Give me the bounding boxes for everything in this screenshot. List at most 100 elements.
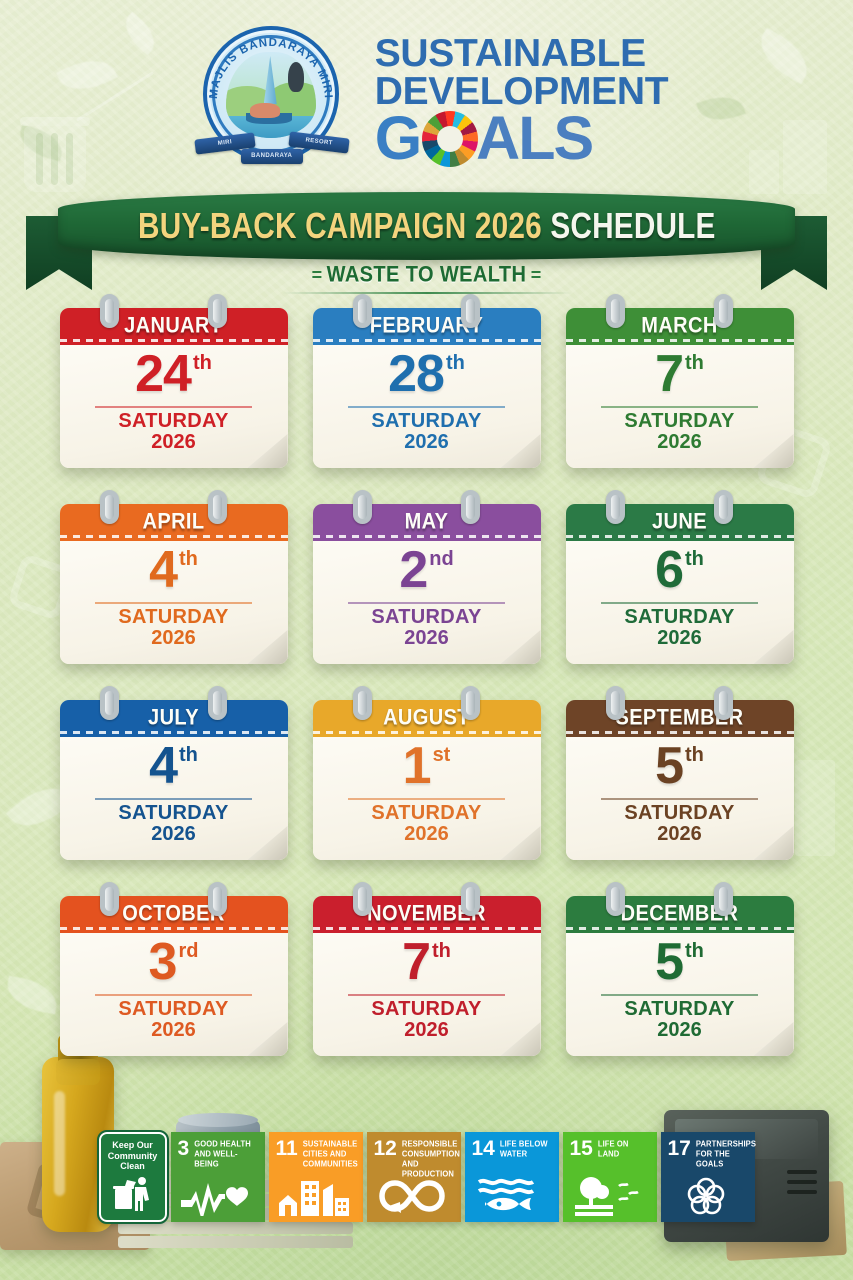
calendar-face: 5 th SATURDAY 2026	[565, 737, 794, 860]
calendar-ring-icon	[99, 294, 119, 328]
calendar-month-label: AUGUST	[383, 705, 470, 731]
calendar-ring-icon	[605, 882, 625, 916]
calendar-day-number: 3	[148, 933, 178, 991]
calendar-card-july[interactable]: JULY 4 th SATURDAY 2026	[59, 686, 288, 860]
calendar-month-label: APRIL	[142, 509, 205, 535]
calendar-month-header: JANUARY	[59, 308, 288, 345]
calendar-card-april[interactable]: APRIL 4 th SATURDAY 2026	[59, 490, 288, 664]
calendar-weekday: SATURDAY	[624, 410, 735, 432]
sdg-logo-line2: DEVELOPMENT	[374, 69, 669, 113]
fish-waves-icon	[473, 1176, 551, 1216]
calendar-divider	[601, 798, 758, 800]
calendar-face: 1 st SATURDAY 2026	[312, 737, 541, 860]
municipal-seal-logo: MAJLIS BANDARAYA MIRI MIRI BANDARAYA RES…	[185, 22, 357, 180]
calendar-weekday: SATURDAY	[118, 802, 229, 824]
infinity-icon	[375, 1176, 453, 1216]
calendar-ring-icon	[713, 882, 733, 916]
calendar-day-number: 7	[655, 345, 684, 403]
calendar-month-label: OCTOBER	[122, 901, 225, 927]
calendar-day-ordinal: th	[179, 744, 198, 766]
calendar-perforation	[59, 535, 288, 538]
calendar-weekday: SATURDAY	[371, 998, 482, 1020]
sdg-tile-11: 11 SUSTAINABLE CITIES AND COMMUNITIES	[268, 1132, 363, 1222]
sdg-number: 17	[667, 1137, 691, 1160]
calendar-month-header: MAY	[312, 504, 541, 541]
calendar-month-header: NOVEMBER	[312, 896, 541, 933]
calendar-month-label: MAY	[404, 509, 449, 535]
seal-arc-text: MAJLIS BANDARAYA MIRI	[208, 37, 333, 100]
calendar-perforation	[312, 535, 541, 538]
campaign-subtitle: = WASTE TO WEALTH =	[0, 263, 853, 294]
calendar-body: AUGUST 1 st SATURDAY 2026	[312, 700, 541, 860]
calendar-divider	[95, 994, 252, 996]
calendar-perforation	[312, 927, 541, 930]
sdg-number: 14	[471, 1137, 495, 1160]
calendar-ring-icon	[713, 490, 733, 524]
calendar-day-row: 28 th	[335, 348, 519, 405]
calendar-day-ordinal: nd	[429, 548, 454, 570]
calendar-card-august[interactable]: AUGUST 1 st SATURDAY 2026	[312, 686, 541, 860]
calendar-face: 28 th SATURDAY 2026	[312, 345, 541, 468]
calendar-perforation	[59, 927, 288, 930]
calendar-body: DECEMBER 5 th SATURDAY 2026	[565, 896, 794, 1056]
calendar-card-december[interactable]: DECEMBER 5 th SATURDAY 2026	[565, 882, 794, 1056]
background-building	[795, 760, 835, 856]
calendar-ring-icon	[713, 686, 733, 720]
calendar-year: 2026	[404, 431, 449, 454]
calendar-ring-icon	[99, 882, 119, 916]
calendar-divider	[95, 406, 252, 408]
calendar-card-january[interactable]: JANUARY 24 th SATURDAY 2026	[59, 294, 288, 468]
calendar-day-number: 1	[402, 737, 432, 795]
calendar-ring-icon	[99, 490, 119, 524]
calendar-ring-icon	[605, 686, 625, 720]
calendar-weekday: SATURDAY	[624, 802, 735, 824]
calendar-day-number: 24	[135, 345, 192, 403]
calendar-ring-icon	[460, 686, 480, 720]
sdg-color-wheel-icon	[422, 110, 479, 167]
calendar-divider	[601, 994, 758, 996]
poster-header: MAJLIS BANDARAYA MIRI MIRI BANDARAYA RES…	[0, 0, 853, 180]
calendar-ring-icon	[352, 686, 372, 720]
calendar-day-number: 4	[149, 737, 178, 795]
calendar-day-ordinal: th	[685, 548, 704, 570]
calendar-card-october[interactable]: OCTOBER 3 rd SATURDAY 2026	[59, 882, 288, 1056]
campaign-title-gold: BUY-BACK CAMPAIGN 2026	[137, 204, 542, 247]
calendar-card-november[interactable]: NOVEMBER 7 th SATURDAY 2026	[312, 882, 541, 1056]
calendar-month-header: OCTOBER	[59, 896, 288, 933]
calendar-card-february[interactable]: FEBRUARY 28 th SATURDAY 2026	[312, 294, 541, 468]
calendar-day-row: 3 rd	[82, 933, 266, 993]
calendar-ring-icon	[207, 686, 227, 720]
calendar-perforation	[312, 731, 541, 734]
calendar-card-june[interactable]: JUNE 6 th SATURDAY 2026	[565, 490, 794, 664]
calendar-card-march[interactable]: MARCH 7 th SATURDAY 2026	[565, 294, 794, 468]
calendar-face: 6 th SATURDAY 2026	[565, 541, 794, 664]
calendar-card-may[interactable]: MAY 2 nd SATURDAY 2026	[312, 490, 541, 664]
calendar-perforation	[565, 535, 794, 538]
calendar-year: 2026	[151, 1019, 196, 1042]
calendar-ring-icon	[713, 294, 733, 328]
heartbeat-icon	[179, 1176, 257, 1221]
calendar-ring-icon	[207, 882, 227, 916]
keep-clean-line2: Community	[107, 1150, 158, 1161]
calendar-face: 5 th SATURDAY 2026	[565, 933, 794, 1056]
sdg-caption: LIFE BELOW WATER	[499, 1139, 548, 1159]
calendar-day-number: 7	[402, 933, 431, 991]
calendar-month-header: JULY	[59, 700, 288, 737]
seal-arc-label: MAJLIS BANDARAYA MIRI	[208, 37, 333, 100]
calendar-perforation	[59, 339, 288, 342]
calendar-body: SEPTEMBER 5 th SATURDAY 2026	[565, 700, 794, 860]
calendar-perforation	[565, 339, 794, 342]
sdg-caption: LIFE ON LAND	[597, 1139, 629, 1159]
calendar-day-ordinal: th	[685, 352, 704, 374]
calendar-month-header: JUNE	[565, 504, 794, 541]
keep-clean-line1: Keep Our	[112, 1140, 153, 1150]
calendar-face: 24 th SATURDAY 2026	[59, 345, 288, 468]
calendar-face: 4 th SATURDAY 2026	[59, 737, 288, 860]
calendar-perforation	[565, 927, 794, 930]
calendar-body: FEBRUARY 28 th SATURDAY 2026	[312, 308, 541, 468]
calendar-day-number: 4	[149, 541, 178, 599]
calendar-card-september[interactable]: SEPTEMBER 5 th SATURDAY 2026	[565, 686, 794, 860]
calendar-day-row: 5 th	[588, 936, 772, 993]
calendar-day-row: 6 th	[588, 544, 772, 601]
calendar-ring-icon	[605, 490, 625, 524]
